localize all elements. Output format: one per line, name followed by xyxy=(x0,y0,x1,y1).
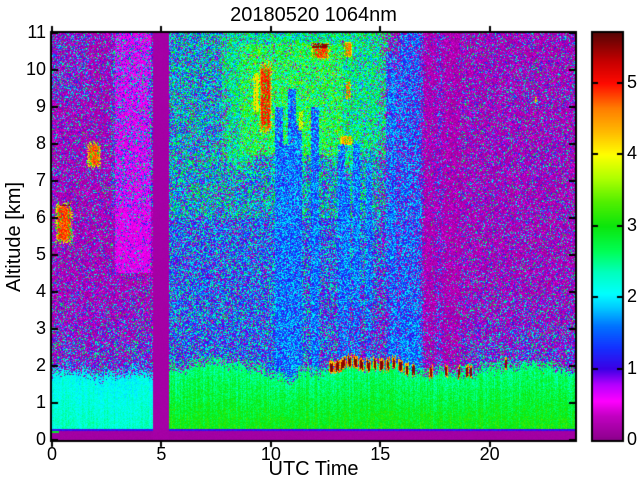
colorbar-tick-label: 1 xyxy=(627,357,638,378)
y-tick-label: 0 xyxy=(35,429,46,449)
x-tick-label: 0 xyxy=(46,444,57,464)
y-tick-label: 8 xyxy=(35,133,46,153)
y-tick-label: 7 xyxy=(35,170,46,190)
y-tick-label: 9 xyxy=(35,96,46,116)
y-tick-label: 5 xyxy=(35,244,46,264)
colorbar-tick-label: 2 xyxy=(627,286,638,307)
colorbar-tick-label: 3 xyxy=(627,214,638,235)
y-tick-label: 6 xyxy=(35,207,46,227)
y-tick-label: 3 xyxy=(35,318,46,338)
x-tick-label: 15 xyxy=(370,444,391,464)
x-tick-label: 5 xyxy=(156,444,167,464)
colorbar-tick-label: 5 xyxy=(627,71,638,92)
y-axis-label: Altitude [km] xyxy=(3,181,25,293)
colorbar-tick-label: 0 xyxy=(627,429,638,449)
plot-title: 20180520 1064nm xyxy=(230,4,397,26)
x-tick-label: 10 xyxy=(260,444,281,464)
x-axis-label: UTC Time xyxy=(268,458,359,480)
y-tick-label: 4 xyxy=(35,281,46,301)
y-tick-label: 2 xyxy=(35,355,46,375)
x-tick-label: 20 xyxy=(479,444,500,464)
colorbar-tick-label: 4 xyxy=(627,143,638,164)
y-tick-label: 11 xyxy=(27,22,46,42)
y-tick-label: 1 xyxy=(35,392,46,412)
y-tick-label: 10 xyxy=(25,59,46,79)
